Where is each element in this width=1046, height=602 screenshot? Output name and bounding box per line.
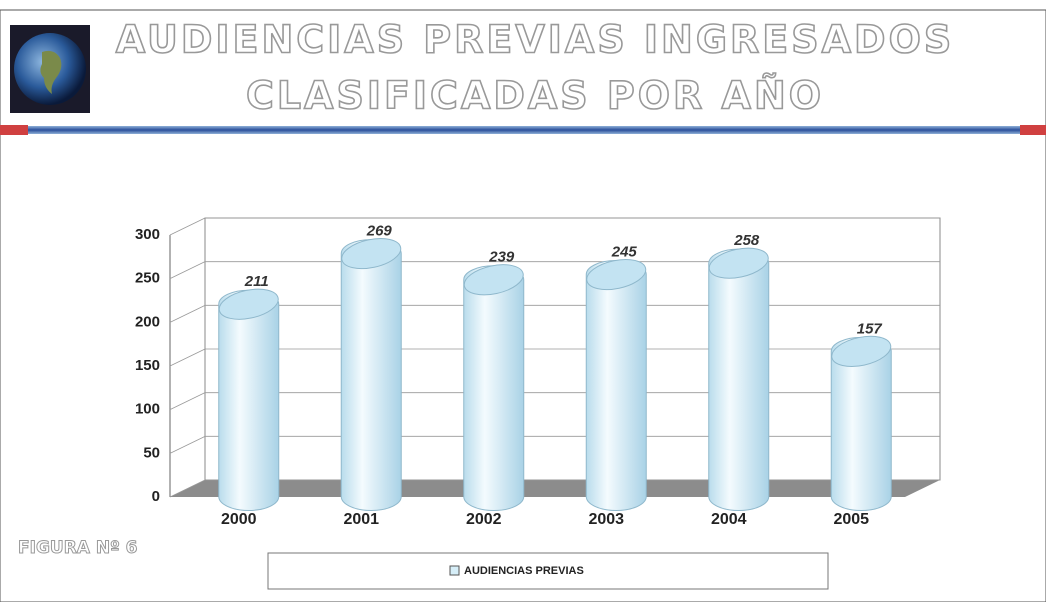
x-tick-label: 2004 — [711, 511, 747, 528]
bar — [340, 239, 402, 511]
y-tick-label: 150 — [135, 357, 160, 374]
title: AUDIENCIAS PREVIAS INGRESADOS — [116, 18, 955, 62]
x-tick-label: 2001 — [343, 511, 379, 528]
grid-diagonal — [169, 392, 206, 411]
y-tick-label: 200 — [135, 313, 160, 330]
y-tick-label: 300 — [135, 226, 160, 243]
bar-top — [341, 238, 402, 270]
legend-label: AUDIENCIAS PREVIAS — [464, 565, 584, 577]
bar — [708, 248, 770, 511]
value-label: 269 — [366, 223, 393, 240]
bar — [585, 260, 647, 511]
value-label: 157 — [857, 320, 883, 337]
bar — [463, 265, 525, 511]
y-tick-label: 0 — [152, 488, 160, 505]
bar-top — [463, 264, 524, 296]
grid-diagonal — [169, 304, 206, 323]
value-label: 258 — [733, 232, 760, 249]
grid-diagonal — [169, 217, 206, 236]
bar — [218, 289, 280, 511]
header-rule — [8, 126, 1038, 134]
globe-land — [40, 50, 62, 94]
value-label: 239 — [488, 249, 515, 266]
page-border — [0, 9, 1046, 602]
bar-top — [831, 335, 892, 367]
value-label: 245 — [611, 244, 638, 261]
floor — [170, 480, 940, 497]
rule-end — [0, 125, 28, 135]
grid-diagonal — [169, 261, 206, 280]
x-tick-label: 2005 — [833, 511, 869, 528]
figure-label: FIGURA Nº 6 — [18, 538, 137, 558]
value-label: 211 — [244, 273, 269, 290]
bar-top — [218, 288, 279, 320]
x-tick-label: 2000 — [221, 511, 257, 528]
bar — [830, 336, 892, 511]
bar-top — [708, 247, 769, 279]
y-tick-label: 100 — [135, 401, 160, 418]
legend — [267, 552, 829, 590]
bar-top — [586, 258, 647, 291]
grid-diagonal — [169, 435, 206, 454]
x-tick-label: 2003 — [588, 511, 624, 528]
x-tick-label: 2002 — [466, 511, 502, 528]
legend-swatch — [449, 565, 460, 576]
y-tick-label: 50 — [143, 444, 160, 461]
grid-diagonal — [169, 479, 206, 498]
subtitle: CLASIFICADAS POR AÑO — [246, 74, 824, 118]
grid-diagonal — [169, 348, 206, 367]
y-tick-label: 250 — [135, 270, 160, 287]
rule-end — [1020, 125, 1046, 135]
